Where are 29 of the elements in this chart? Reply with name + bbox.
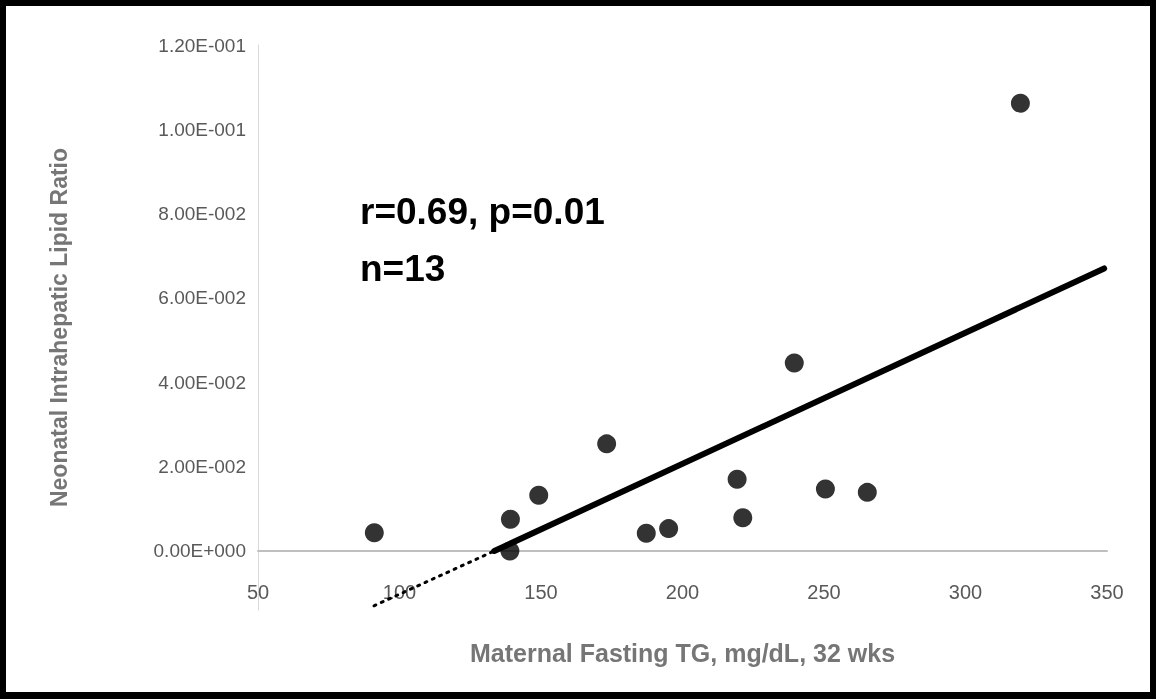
point [500,509,520,529]
point [529,485,549,505]
point [364,523,384,543]
point [659,519,679,539]
point [727,469,747,489]
y-tick-label: 2.00E-002 [158,456,246,478]
y-tick-label: 4.00E-002 [158,371,246,393]
point [857,482,877,502]
point [784,353,804,373]
y-tick-label: 8.00E-002 [158,203,246,225]
y-tick-label: 6.00E-002 [158,287,246,309]
x-tick-label: 300 [948,581,983,603]
point [636,523,656,543]
x-tick-label: 350 [1090,581,1124,603]
x-tick-label: 50 [246,581,270,603]
annotation: r=0.69, p=0.01 [360,191,605,232]
y-tick-label: 1.20E-001 [158,34,246,56]
point [1010,93,1030,113]
y-tick-label: 0.00E+000 [153,540,246,562]
x-tick-label: 200 [665,581,700,603]
x-tick-label: 150 [524,581,558,603]
point [733,508,753,528]
point [597,434,617,454]
y-tick-label: 1.00E-001 [158,118,246,140]
point [815,479,835,499]
annotation: n=13 [360,248,446,289]
y-axis-title: Neonatal Intrahepatic Lipid Ratio [45,147,72,508]
x-tick-label: 250 [807,581,841,603]
x-axis-title: Maternal Fasting TG, mg/dL, 32 wks [469,638,896,667]
